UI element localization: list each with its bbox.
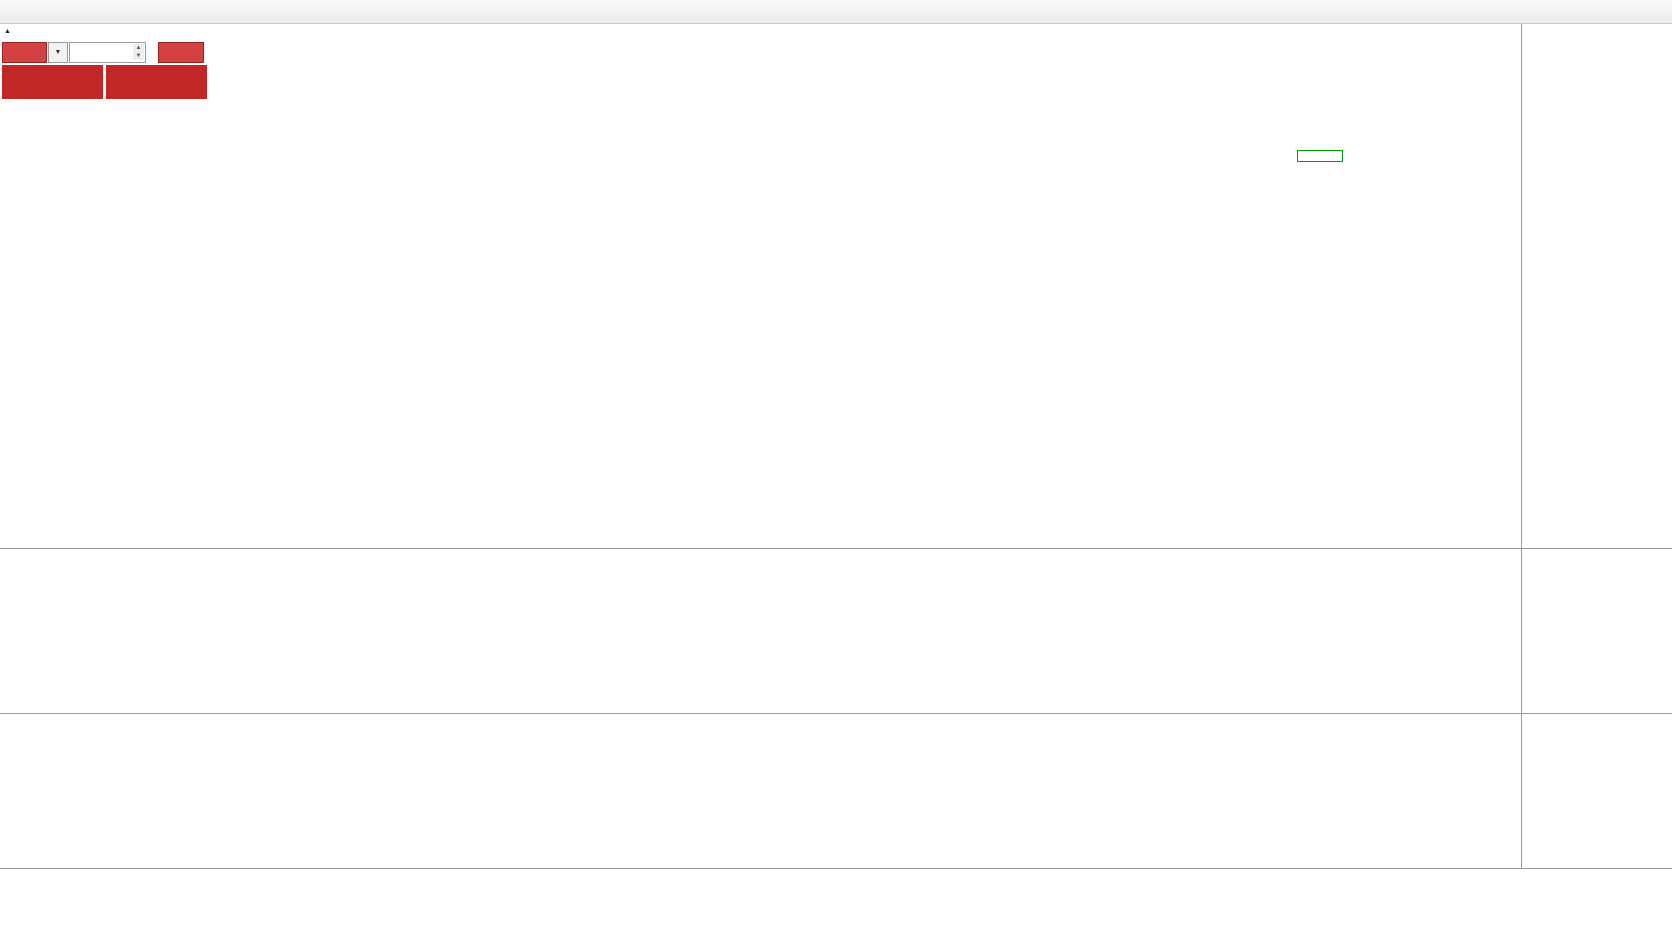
one-click-trading-panel: ▼ ▲ ▼ <box>2 42 208 99</box>
one-click-price-row <box>2 65 208 99</box>
highlight-box[interactable] <box>1297 150 1343 162</box>
stepper-down-icon[interactable]: ▼ <box>135 53 142 59</box>
time-axis[interactable] <box>0 868 1672 894</box>
sell-button[interactable] <box>2 42 47 63</box>
stepper-up-icon[interactable]: ▲ <box>135 45 142 51</box>
one-click-top-row: ▼ ▲ ▼ <box>2 42 208 63</box>
chevron-down-icon: ▼ <box>54 49 62 56</box>
toolbar <box>0 0 1672 24</box>
price-scale[interactable] <box>1521 24 1672 869</box>
panel-divider-rsi[interactable] <box>0 713 1672 714</box>
volume-stepper[interactable]: ▲ ▼ <box>133 44 144 60</box>
buy-button[interactable] <box>158 42 204 63</box>
buy-price-button[interactable] <box>106 65 207 99</box>
sell-price-button[interactable] <box>2 65 103 99</box>
volume-input[interactable]: ▲ ▼ <box>69 42 146 63</box>
one-click-collapse-icon[interactable]: ▲ <box>4 28 11 35</box>
price-callout[interactable] <box>1371 141 1443 163</box>
chart-title: ▲ <box>4 28 23 35</box>
volume-preset-dropdown[interactable]: ▼ <box>48 42 68 63</box>
panel-divider-macd[interactable] <box>0 548 1672 549</box>
